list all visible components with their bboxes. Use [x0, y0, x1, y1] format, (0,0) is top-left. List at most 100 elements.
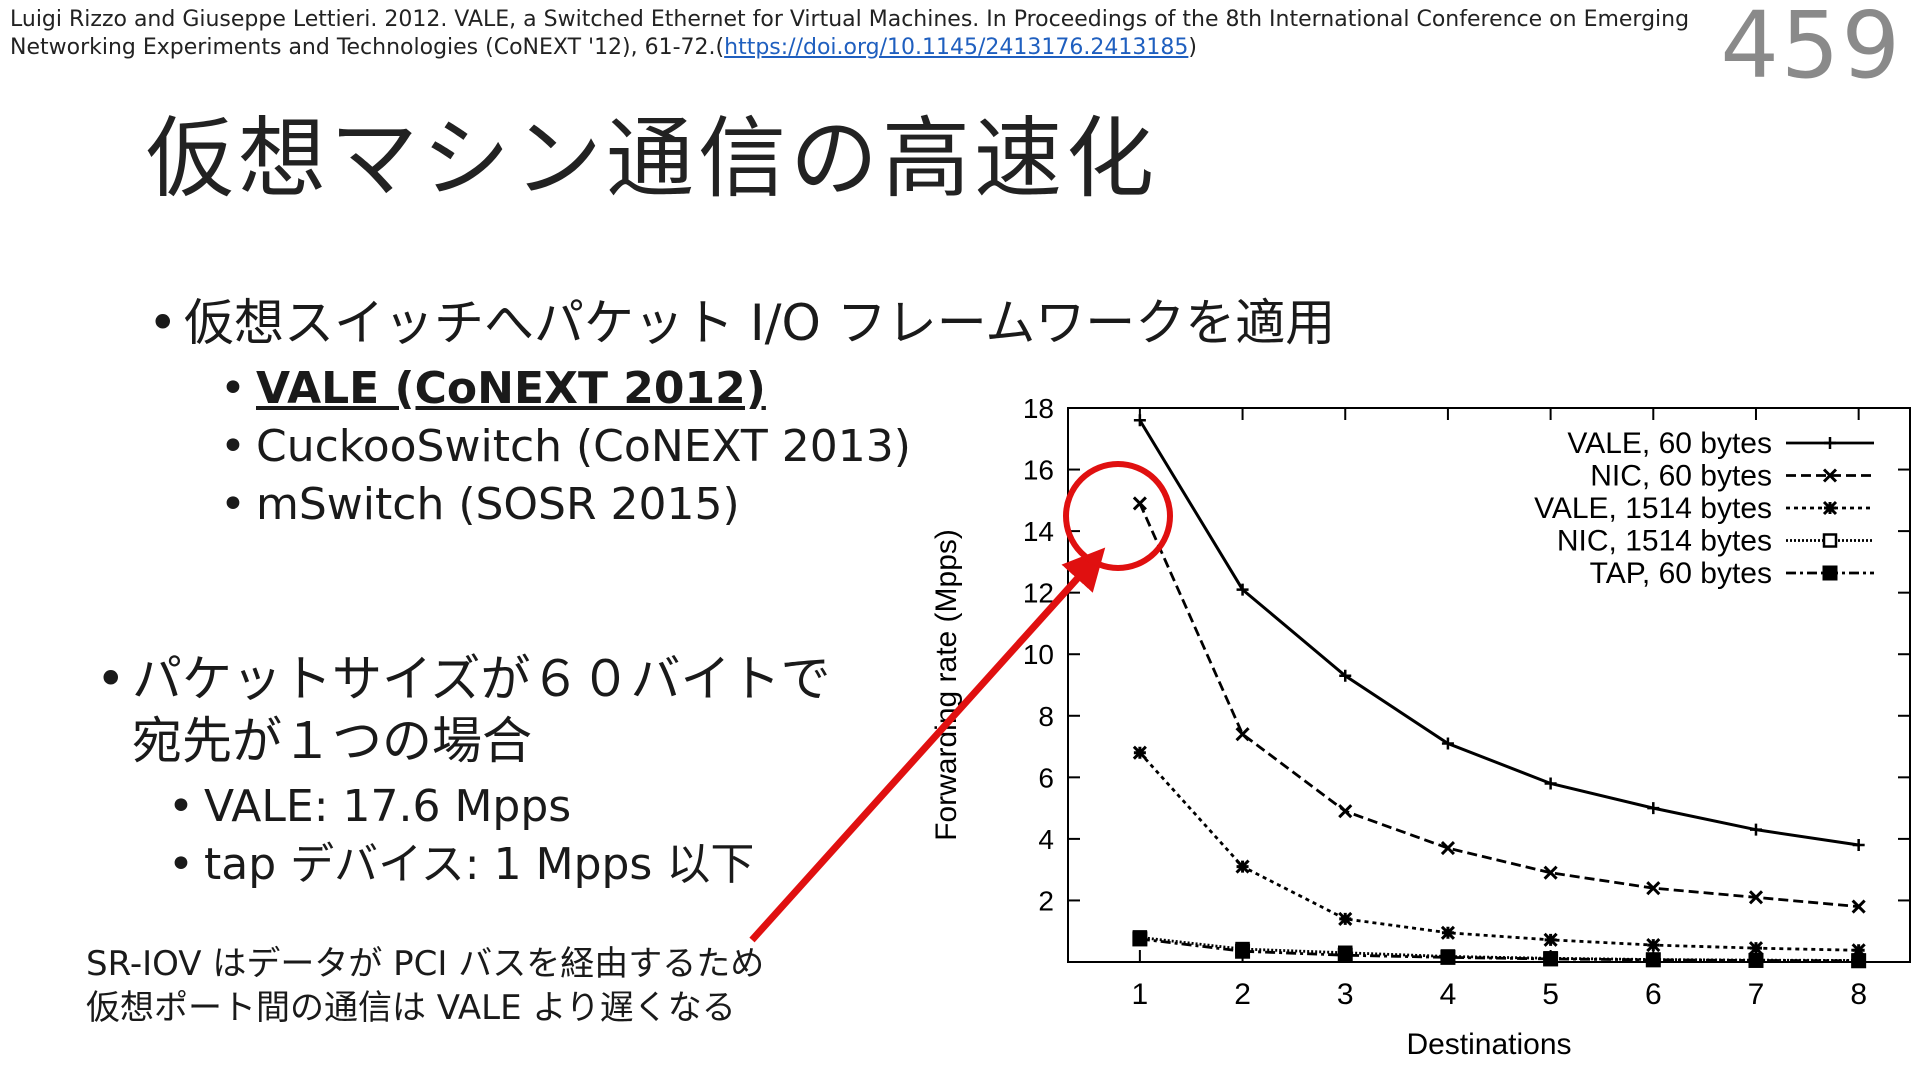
data-point	[1748, 941, 1764, 956]
data-point	[1133, 414, 1146, 427]
data-point	[1851, 953, 1867, 969]
sub-item-vale: • VALE (CoNEXT 2012)	[220, 360, 911, 418]
data-point	[1543, 932, 1558, 947]
data-point	[1748, 890, 1764, 905]
y-tick-label: 16	[1023, 455, 1054, 486]
legend-marker	[1822, 468, 1838, 483]
data-point	[1851, 899, 1866, 914]
x-axis-label: Destinations	[1406, 1028, 1571, 1061]
sub-item-label: CuckooSwitch (CoNEXT 2013)	[256, 421, 911, 472]
citation-text: Luigi Rizzo and Giuseppe Lettieri. 2012.…	[10, 7, 1690, 60]
citation: Luigi Rizzo and Giuseppe Lettieri. 2012.…	[10, 6, 1730, 62]
y-tick-label: 12	[1023, 578, 1054, 609]
data-point	[1543, 951, 1559, 967]
sub-item-vale-rate: • VALE: 17.6 Mpps	[168, 778, 754, 836]
sub-item-tap-rate: • tap デバイス: 1 Mpps 以下	[168, 836, 754, 894]
y-axis-label: Forwarding rate (Mpps)	[930, 529, 963, 841]
legend-label: VALE, 1514 bytes	[1534, 492, 1772, 525]
data-point	[1337, 947, 1353, 963]
legend-label: NIC, 60 bytes	[1590, 460, 1772, 493]
series-line	[1138, 419, 1859, 847]
y-tick-label: 18	[1023, 393, 1054, 424]
data-point	[1339, 669, 1352, 682]
sub-item-label: VALE: 17.6 Mpps	[204, 781, 572, 832]
bullet-main-1-text: 仮想スイッチへパケット I/O フレームワークを適用	[184, 294, 1336, 352]
series-3	[1132, 745, 1866, 958]
series-line	[1139, 937, 1859, 963]
bullet-main-2-line-2: 宛先が１つの場合	[132, 712, 532, 770]
y-tick-label: 10	[1023, 639, 1054, 670]
bullet-dot-icon: •	[96, 650, 126, 708]
sub-item-label: tap デバイス: 1 Mpps 以下	[204, 839, 755, 890]
bullet-main-2-text: パケットサイズが６０バイトで 宛先が１つの場合	[132, 648, 831, 772]
legend-label: VALE, 60 bytes	[1567, 427, 1772, 460]
plot-frame	[1067, 407, 1911, 963]
data-point	[1748, 952, 1764, 968]
legend-entry-3: VALE, 1514 bytes	[1534, 492, 1874, 525]
series-line	[1138, 502, 1859, 908]
x-tick-label: 5	[1542, 978, 1559, 1011]
sub-item-mswitch: • mSwitch (SOSR 2015)	[220, 476, 911, 534]
data-point	[1338, 911, 1353, 926]
data-point	[1852, 839, 1865, 852]
sriov-note: SR-IOV はデータが PCI バスを経由するため 仮想ポート間の通信は VA…	[86, 942, 764, 1030]
bullet-dot-icon: •	[168, 839, 194, 890]
data-point	[1646, 881, 1661, 896]
bullet-dot-icon: •	[168, 781, 194, 832]
data-point	[1338, 804, 1353, 819]
doi-link[interactable]: https://doi.org/10.1145/2413176.2413185	[724, 35, 1189, 60]
page-number: 459	[1720, 0, 1902, 99]
sub-list-1: • VALE (CoNEXT 2012) • CuckooSwitch (CoN…	[220, 360, 911, 534]
sub-item-label: mSwitch (SOSR 2015)	[256, 479, 740, 530]
bullet-dot-icon: •	[148, 294, 178, 352]
data-point	[1236, 583, 1249, 596]
x-tick-label: 6	[1645, 978, 1662, 1011]
bullet-main-2-line-1: パケットサイズが６０バイトで	[132, 650, 831, 708]
data-point	[1544, 777, 1557, 790]
data-point	[1132, 931, 1148, 947]
x-tick-label: 7	[1748, 978, 1765, 1011]
x-tick-label: 8	[1850, 978, 1867, 1011]
data-point	[1749, 823, 1762, 836]
legend-label: TAP, 60 bytes	[1590, 557, 1772, 590]
data-point	[1645, 952, 1661, 968]
series-5	[1132, 931, 1867, 969]
data-point	[1440, 949, 1456, 965]
x-tick-label: 2	[1234, 978, 1251, 1011]
legend-entry-1: VALE, 60 bytes	[1567, 427, 1874, 460]
annotation-circle	[1063, 461, 1173, 571]
y-tick-label: 8	[1038, 701, 1054, 732]
bullet-main-1: • 仮想スイッチへパケット I/O フレームワークを適用	[148, 292, 1335, 354]
sub-item-cuckooswitch: • CuckooSwitch (CoNEXT 2013)	[220, 418, 911, 476]
legend-entry-5: TAP, 60 bytes	[1590, 557, 1874, 590]
legend-entry-4: NIC, 1514 bytes	[1557, 525, 1874, 558]
bullet-main-2: • パケットサイズが６０バイトで 宛先が１つの場合	[96, 648, 831, 772]
y-tick-label: 6	[1038, 762, 1054, 793]
legend-marker	[1822, 533, 1838, 548]
x-tick-label: 1	[1132, 978, 1149, 1011]
citation-tail: )	[1188, 35, 1197, 60]
data-point	[1132, 496, 1147, 511]
data-point	[1647, 802, 1660, 815]
data-point	[1235, 727, 1250, 742]
legend-entry-2: NIC, 60 bytes	[1590, 460, 1874, 493]
y-tick-label: 2	[1038, 885, 1054, 916]
y-tick-label: 4	[1038, 824, 1054, 855]
data-point	[1543, 865, 1558, 880]
bullet-dot-icon: •	[220, 363, 246, 414]
sub-item-label: VALE (CoNEXT 2012)	[256, 363, 766, 414]
legend-marker	[1822, 565, 1838, 581]
sub-list-2: • VALE: 17.6 Mpps • tap デバイス: 1 Mpps 以下	[168, 778, 754, 894]
data-point	[1440, 925, 1455, 940]
legend-label: NIC, 1514 bytes	[1557, 525, 1772, 558]
note-line-2: 仮想ポート間の通信は VALE より遅くなる	[86, 988, 736, 1028]
legend-marker	[1824, 437, 1836, 449]
series-1	[1133, 414, 1865, 852]
series-2	[1132, 496, 1866, 914]
data-point	[1440, 841, 1455, 856]
legend-marker	[1822, 500, 1838, 516]
bullet-dot-icon: •	[220, 479, 246, 530]
data-point	[1235, 859, 1250, 874]
